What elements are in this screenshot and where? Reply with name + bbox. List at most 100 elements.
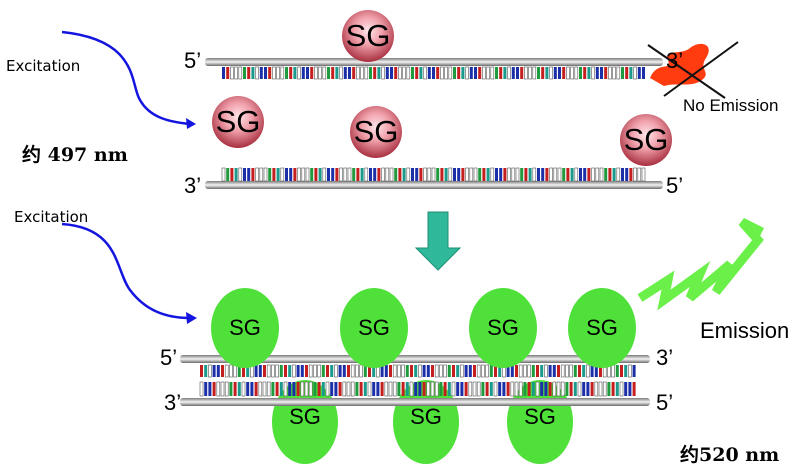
- base-pair: [355, 364, 359, 378]
- base-pair: [464, 382, 468, 396]
- base-pair: [625, 67, 629, 79]
- base-pair: [436, 168, 440, 181]
- base-pair: [579, 168, 582, 181]
- excitation-label: Excitation: [14, 208, 89, 226]
- base-pair: [599, 365, 602, 377]
- base-pair: [221, 167, 226, 182]
- base-pair: [490, 66, 495, 80]
- base-pair: [520, 67, 524, 79]
- base-pair: [531, 365, 535, 377]
- base-pair: [536, 365, 539, 377]
- base-pair: [600, 67, 603, 79]
- base-pair: [381, 167, 385, 182]
- sg-dye-unbound: [350, 106, 402, 158]
- strand-end-label: 5’: [656, 390, 674, 415]
- sg-label: SG: [410, 404, 442, 429]
- base-pair: [560, 381, 565, 397]
- base-pair: [486, 66, 490, 80]
- base-pair: [318, 168, 322, 181]
- base-pair: [293, 67, 297, 79]
- base-pair: [356, 66, 360, 80]
- sg-dye-bound: [211, 288, 279, 368]
- base-pair: [306, 67, 309, 79]
- base-pair: [220, 381, 225, 397]
- base-pair: [275, 364, 279, 378]
- base-pair: [494, 365, 497, 377]
- base-pair: [587, 67, 591, 79]
- strand-end-label: 5’: [184, 48, 202, 73]
- base-pair: [330, 382, 334, 396]
- base-pair: [574, 167, 579, 182]
- base-pair: [335, 168, 339, 181]
- base-pair: [288, 365, 292, 377]
- base-pair: [343, 67, 347, 79]
- base-pair: [460, 382, 464, 396]
- base-pair: [402, 168, 406, 181]
- strand-end-label: 3’: [184, 173, 202, 198]
- base-pair: [485, 364, 489, 378]
- base-pair: [259, 167, 264, 182]
- base-pair: [444, 168, 448, 181]
- base-pair: [427, 67, 431, 79]
- base-pair: [284, 365, 287, 377]
- base-pair: [224, 364, 229, 378]
- base-pair: [297, 66, 301, 80]
- base-pair: [237, 365, 241, 377]
- base-pair: [510, 365, 514, 377]
- base-pair: [384, 365, 388, 377]
- base-pair: [565, 364, 569, 378]
- base-pair: [300, 381, 305, 397]
- base-pair: [434, 364, 439, 378]
- base-pair: [595, 67, 599, 79]
- curved-arrow-icon: [61, 30, 191, 126]
- base-pair: [234, 168, 238, 181]
- base-pair: [537, 67, 540, 79]
- base-pair: [582, 365, 586, 377]
- strand-end-label: 5’: [160, 345, 178, 370]
- base-pair: [481, 382, 485, 396]
- base-pair: [541, 168, 545, 181]
- base-pair: [331, 67, 335, 79]
- base-pair: [507, 167, 511, 182]
- base-pair: [308, 381, 313, 397]
- base-pair: [516, 67, 519, 79]
- base-pair: [255, 167, 259, 182]
- base-pair: [493, 381, 498, 397]
- base-pair: [574, 66, 579, 80]
- base-pair: [608, 66, 612, 80]
- base-pair: [472, 381, 477, 397]
- base-pair: [314, 168, 318, 181]
- base-pair: [628, 364, 632, 378]
- base-pair: [283, 381, 288, 397]
- base-pair: [280, 167, 285, 182]
- base-pair: [611, 382, 615, 396]
- base-pair: [343, 167, 348, 182]
- base-pair: [443, 364, 447, 378]
- base-pair: [544, 382, 548, 396]
- sg-dye-bound: [469, 288, 537, 368]
- base-pair: [478, 67, 482, 79]
- base-pair-group: [222, 66, 645, 80]
- base-pair: [439, 364, 443, 378]
- base-pair: [355, 382, 359, 396]
- base-pair: [629, 168, 633, 181]
- base-pair: [415, 168, 419, 181]
- base-pair: [599, 167, 604, 182]
- sg-dye-unbound: [342, 10, 394, 62]
- base-pair: [352, 67, 356, 79]
- base-pair: [531, 382, 535, 396]
- base-pair: [321, 365, 325, 377]
- base-pair: [268, 67, 272, 79]
- base-pair: [388, 381, 393, 397]
- base-pair: [583, 67, 587, 79]
- base-pair: [250, 382, 254, 396]
- base-pair: [327, 168, 330, 181]
- base-pair: [604, 168, 608, 181]
- base-pair: [259, 67, 263, 79]
- base-pair: [313, 382, 317, 396]
- dna-backbone: [205, 58, 663, 66]
- base-pair: [243, 168, 246, 181]
- base-pair: [595, 167, 600, 182]
- base-pair: [540, 365, 544, 377]
- base-pair: [372, 365, 376, 377]
